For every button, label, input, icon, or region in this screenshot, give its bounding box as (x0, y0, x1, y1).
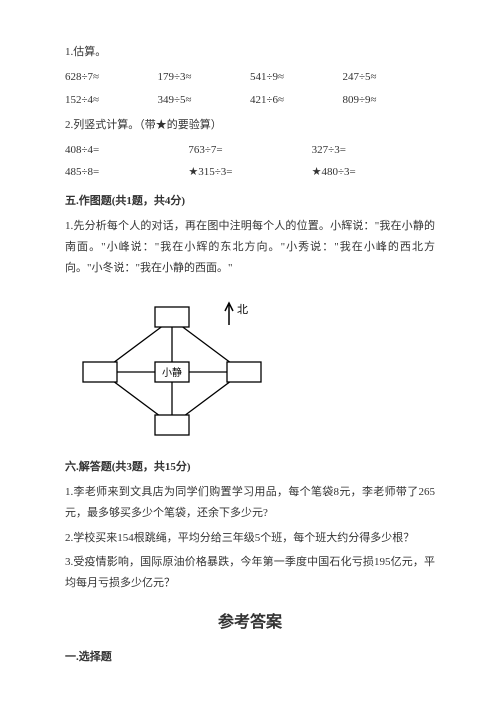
position-diagram: 北 小静 (77, 297, 307, 447)
cell: 327÷3= (312, 140, 435, 161)
cell: 763÷7= (188, 140, 311, 161)
cell: 628÷7≈ (65, 67, 158, 88)
cell: 421÷6≈ (250, 90, 343, 111)
q1-title: 1.估算。 (65, 42, 435, 63)
q1-row2: 152÷4≈ 349÷5≈ 421÷6≈ 809÷9≈ (65, 90, 435, 111)
section6-q3: 3.受疫情影响，国际原油价格暴跌，今年第一季度中国石化亏损195亿元，平均每月亏… (65, 552, 435, 594)
cell: 809÷9≈ (343, 90, 436, 111)
q2-row1: 408÷4= 763÷7= 327÷3= (65, 140, 435, 161)
q2-row2: 485÷8= ★315÷3= ★480÷3= (65, 162, 435, 183)
cell: 408÷4= (65, 140, 188, 161)
cell: 485÷8= (65, 162, 188, 183)
answers-title: 参考答案 (65, 608, 435, 638)
answers-sec1: 一.选择题 (65, 647, 435, 668)
cell: 247÷5≈ (343, 67, 436, 88)
north-label: 北 (237, 303, 248, 316)
section5-prompt: 1.先分析每个人的对话，再在图中注明每个人的位置。小辉说："我在小静的南面。"小… (65, 216, 435, 279)
cell: 541÷9≈ (250, 67, 343, 88)
section5-heading: 五.作图题(共1题，共4分) (65, 191, 435, 212)
section6-heading: 六.解答题(共3题，共15分) (65, 457, 435, 478)
section6-q2: 2.学校买来154根跳绳，平均分给三年级5个班，每个班大约分得多少根？ (65, 528, 435, 549)
section6-q1: 1.李老师来到文具店为同学们购置学习用品，每个笔袋8元，李老师带了265元，最多… (65, 482, 435, 524)
cell: 152÷4≈ (65, 90, 158, 111)
center-label: 小静 (162, 366, 182, 379)
cell: 349÷5≈ (158, 90, 251, 111)
q2-title: 2.列竖式计算。（带★的要验算） (65, 115, 435, 136)
cell: ★480÷3= (312, 162, 435, 183)
cell: ★315÷3= (188, 162, 311, 183)
q1-row1: 628÷7≈ 179÷3≈ 541÷9≈ 247÷5≈ (65, 67, 435, 88)
cell: 179÷3≈ (158, 67, 251, 88)
